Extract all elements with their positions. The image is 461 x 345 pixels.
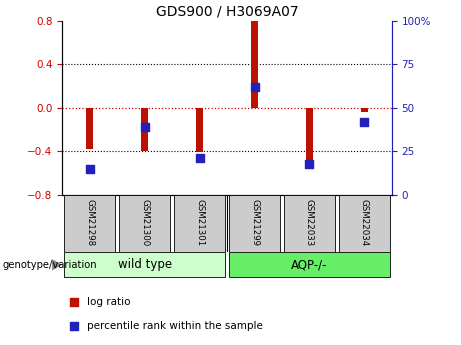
Bar — [119, 195, 170, 252]
Text: wild type: wild type — [118, 258, 171, 271]
Bar — [361, 108, 368, 112]
Point — [361, 119, 368, 125]
Point — [251, 84, 258, 90]
Text: GSM22033: GSM22033 — [305, 199, 314, 247]
Bar — [65, 253, 225, 277]
Point — [306, 161, 313, 166]
Point — [196, 156, 203, 161]
Bar — [306, 108, 313, 165]
Point — [351, 171, 358, 177]
Text: percentile rank within the sample: percentile rank within the sample — [87, 322, 263, 332]
Bar — [229, 253, 390, 277]
Text: GSM21299: GSM21299 — [250, 199, 259, 246]
Bar — [196, 108, 203, 152]
Bar — [142, 108, 148, 151]
Bar — [251, 21, 258, 108]
Text: GSM21301: GSM21301 — [195, 199, 204, 247]
Bar — [339, 195, 390, 252]
Title: GDS900 / H3069A07: GDS900 / H3069A07 — [156, 4, 298, 18]
Bar — [174, 195, 225, 252]
Text: AQP-/-: AQP-/- — [291, 258, 328, 271]
Text: genotype/variation: genotype/variation — [2, 260, 97, 269]
Bar — [229, 195, 280, 252]
Text: GSM21300: GSM21300 — [140, 199, 149, 247]
Bar — [86, 108, 93, 149]
Point — [86, 166, 94, 171]
Point — [141, 124, 148, 130]
Text: GSM21298: GSM21298 — [85, 199, 94, 247]
Text: log ratio: log ratio — [87, 297, 130, 307]
Text: GSM22034: GSM22034 — [360, 199, 369, 247]
Polygon shape — [52, 259, 62, 270]
Bar — [65, 195, 115, 252]
Bar — [284, 195, 335, 252]
